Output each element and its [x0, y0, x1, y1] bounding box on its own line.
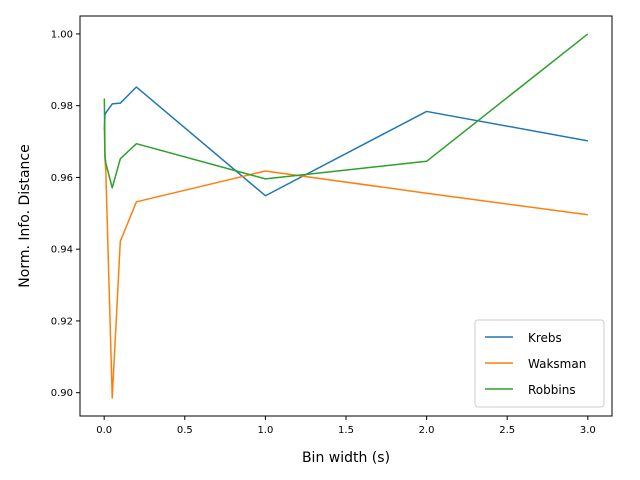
series-line-krebs [103, 86, 588, 197]
x-tick-label: 0.5 [177, 425, 193, 436]
axes-frame [79, 15, 613, 417]
x-tick-label: 2.0 [419, 425, 435, 436]
y-tick-label: 0.96 [51, 173, 73, 184]
legend: Krebs Waksman Robbins [474, 319, 605, 408]
legend-label: Krebs [528, 331, 562, 345]
legend-label: Waksman [528, 357, 586, 371]
y-tick-label: 0.90 [51, 388, 73, 399]
y-tick-label: 0.94 [51, 245, 73, 256]
x-tick-label: 0.0 [96, 425, 112, 436]
y-axis-label: Norm. Info. Distance [17, 144, 33, 287]
x-axis-label: Bin width (s) [302, 450, 390, 466]
plot-area [103, 33, 589, 399]
y-tick-label: 0.98 [51, 101, 73, 112]
x-tick-label: 1.0 [257, 425, 273, 436]
y-tick-label: 1.00 [51, 29, 73, 40]
y-tick-label: 0.92 [51, 316, 73, 327]
x-axis: 0.0 0.5 1.0 1.5 2.0 2.5 3.0 [96, 416, 596, 436]
legend-label: Robbins [528, 383, 576, 397]
x-tick-label: 1.5 [338, 425, 354, 436]
x-tick-label: 3.0 [580, 425, 596, 436]
series-line-robbins [103, 33, 589, 189]
y-axis: 0.90 0.92 0.94 0.96 0.98 1.00 [51, 29, 80, 399]
legend-box [474, 319, 605, 408]
x-tick-label: 2.5 [499, 425, 515, 436]
